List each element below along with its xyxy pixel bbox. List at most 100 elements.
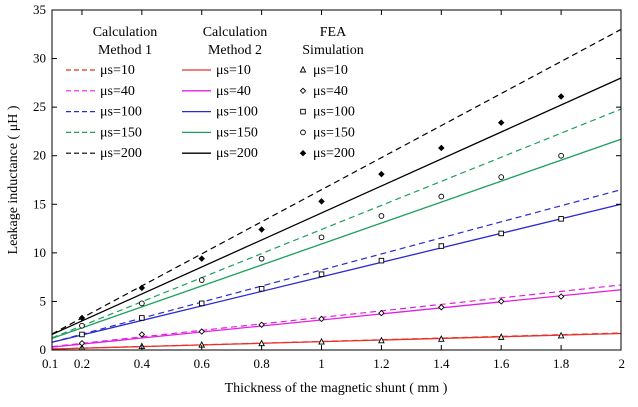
x-tick-label: 1.8 — [553, 356, 569, 371]
legend-label: μs=10 — [216, 63, 251, 78]
fea-point — [318, 271, 325, 277]
legend-label: μs=100 — [100, 105, 142, 120]
fea-point — [198, 255, 205, 262]
y-tick-label: 10 — [33, 245, 46, 260]
legend-label: μs=10 — [100, 63, 135, 78]
x-tick-label: 0.1 — [42, 356, 58, 371]
fea-point — [139, 315, 145, 321]
y-tick-label: 35 — [33, 2, 46, 17]
series-layer — [51, 28, 622, 350]
legend-label: μs=200 — [313, 146, 355, 161]
legend-label: μs=40 — [216, 84, 251, 99]
y-tick-label: 20 — [33, 148, 46, 163]
fea-point — [378, 336, 385, 344]
x-tick-label: 1.4 — [433, 356, 450, 371]
fea-point — [557, 93, 565, 100]
series-line-method2 — [51, 203, 622, 343]
y-tick-label: 0 — [40, 342, 47, 357]
legend-label: μs=150 — [216, 125, 258, 140]
x-axis-label: Thickness of the magnetic shunt ( mm ) — [225, 381, 448, 396]
series-line-method2 — [51, 332, 622, 350]
y-tick-label: 5 — [40, 293, 47, 308]
fea-point — [318, 337, 325, 345]
legend-label: μs=10 — [313, 63, 348, 78]
legend-label: μs=200 — [216, 146, 258, 161]
y-axis-label: Leakage inductance ( μH ) — [6, 105, 21, 254]
series-line-method1 — [51, 189, 622, 343]
x-tick-label: 0.8 — [254, 356, 270, 371]
legend-marker — [299, 65, 307, 73]
series-line-method1 — [51, 284, 622, 348]
fea-point — [558, 216, 564, 222]
series-line-method1 — [51, 108, 622, 339]
series-line-method1 — [51, 28, 622, 335]
legend-title: FEA — [320, 25, 347, 40]
series-line-method2 — [51, 289, 622, 348]
legend-label: μs=100 — [313, 105, 355, 120]
fea-point — [198, 277, 205, 283]
legend-label: μs=150 — [100, 125, 142, 140]
legend-label: μs=40 — [100, 84, 135, 99]
fea-point — [258, 255, 265, 262]
plot-frame — [51, 9, 622, 351]
legend-title: Simulation — [302, 43, 363, 58]
x-tick-label: 1.6 — [493, 356, 510, 371]
fea-point — [318, 198, 325, 205]
fea-point — [79, 331, 85, 338]
legend-marker — [300, 129, 306, 136]
legend-label: μs=40 — [313, 84, 348, 99]
x-tick-label: 0.2 — [74, 356, 90, 371]
fea-point — [437, 335, 445, 342]
x-tick-label: 0.4 — [134, 356, 151, 371]
legend-label: μs=100 — [216, 105, 258, 120]
legend-marker — [299, 87, 307, 95]
fea-point — [318, 234, 325, 241]
fea-point — [78, 314, 86, 322]
fea-point — [557, 331, 565, 339]
y-tick-label: 15 — [33, 196, 46, 211]
fea-point — [558, 152, 564, 159]
x-tick-label: 1 — [318, 356, 325, 371]
fea-point — [438, 144, 445, 152]
fea-point — [258, 321, 265, 328]
fea-point — [438, 304, 445, 311]
x-tick-label: 1.2 — [373, 356, 389, 371]
fea-point — [378, 170, 385, 178]
marker-layer — [78, 93, 565, 351]
legend-title: Method 1 — [98, 43, 152, 58]
legend-marker — [299, 149, 307, 157]
fea-point — [497, 298, 505, 305]
legend-marker — [300, 108, 306, 115]
legend-label: μs=150 — [313, 125, 355, 140]
series-line-method2 — [51, 138, 622, 339]
fea-point — [378, 309, 385, 317]
fea-point — [258, 286, 265, 292]
fea-point — [498, 230, 504, 237]
legend-title: Calculation — [93, 25, 158, 40]
legend-label: μs=200 — [100, 146, 142, 161]
tick-layer: 0.1 0.2 0.4 0.6 0.8 1 1.2 1.4 1.6 1.8 205101520253… — [33, 2, 625, 371]
legend-title: Calculation — [203, 25, 268, 40]
legend-title: Method 2 — [208, 43, 262, 58]
fea-point — [557, 293, 565, 300]
fea-point — [438, 193, 445, 200]
x-tick-label: 0.6 — [194, 356, 211, 371]
fea-point — [79, 322, 85, 329]
fea-point — [497, 333, 505, 340]
fea-point — [138, 300, 145, 307]
fea-point — [258, 226, 265, 233]
series-line-method2 — [51, 77, 622, 336]
fea-point — [138, 331, 146, 338]
fea-point — [318, 315, 325, 323]
fea-point — [138, 284, 146, 292]
fea-point — [497, 119, 505, 126]
y-tick-label: 25 — [33, 99, 46, 114]
fea-point — [198, 328, 205, 335]
fea-point — [438, 243, 445, 249]
fea-point — [198, 300, 205, 307]
x-tick-label: 2 — [619, 356, 626, 371]
legend: Calculation Method 1 Calculation Method 2 FE… — [66, 25, 364, 161]
fea-point — [498, 174, 505, 180]
